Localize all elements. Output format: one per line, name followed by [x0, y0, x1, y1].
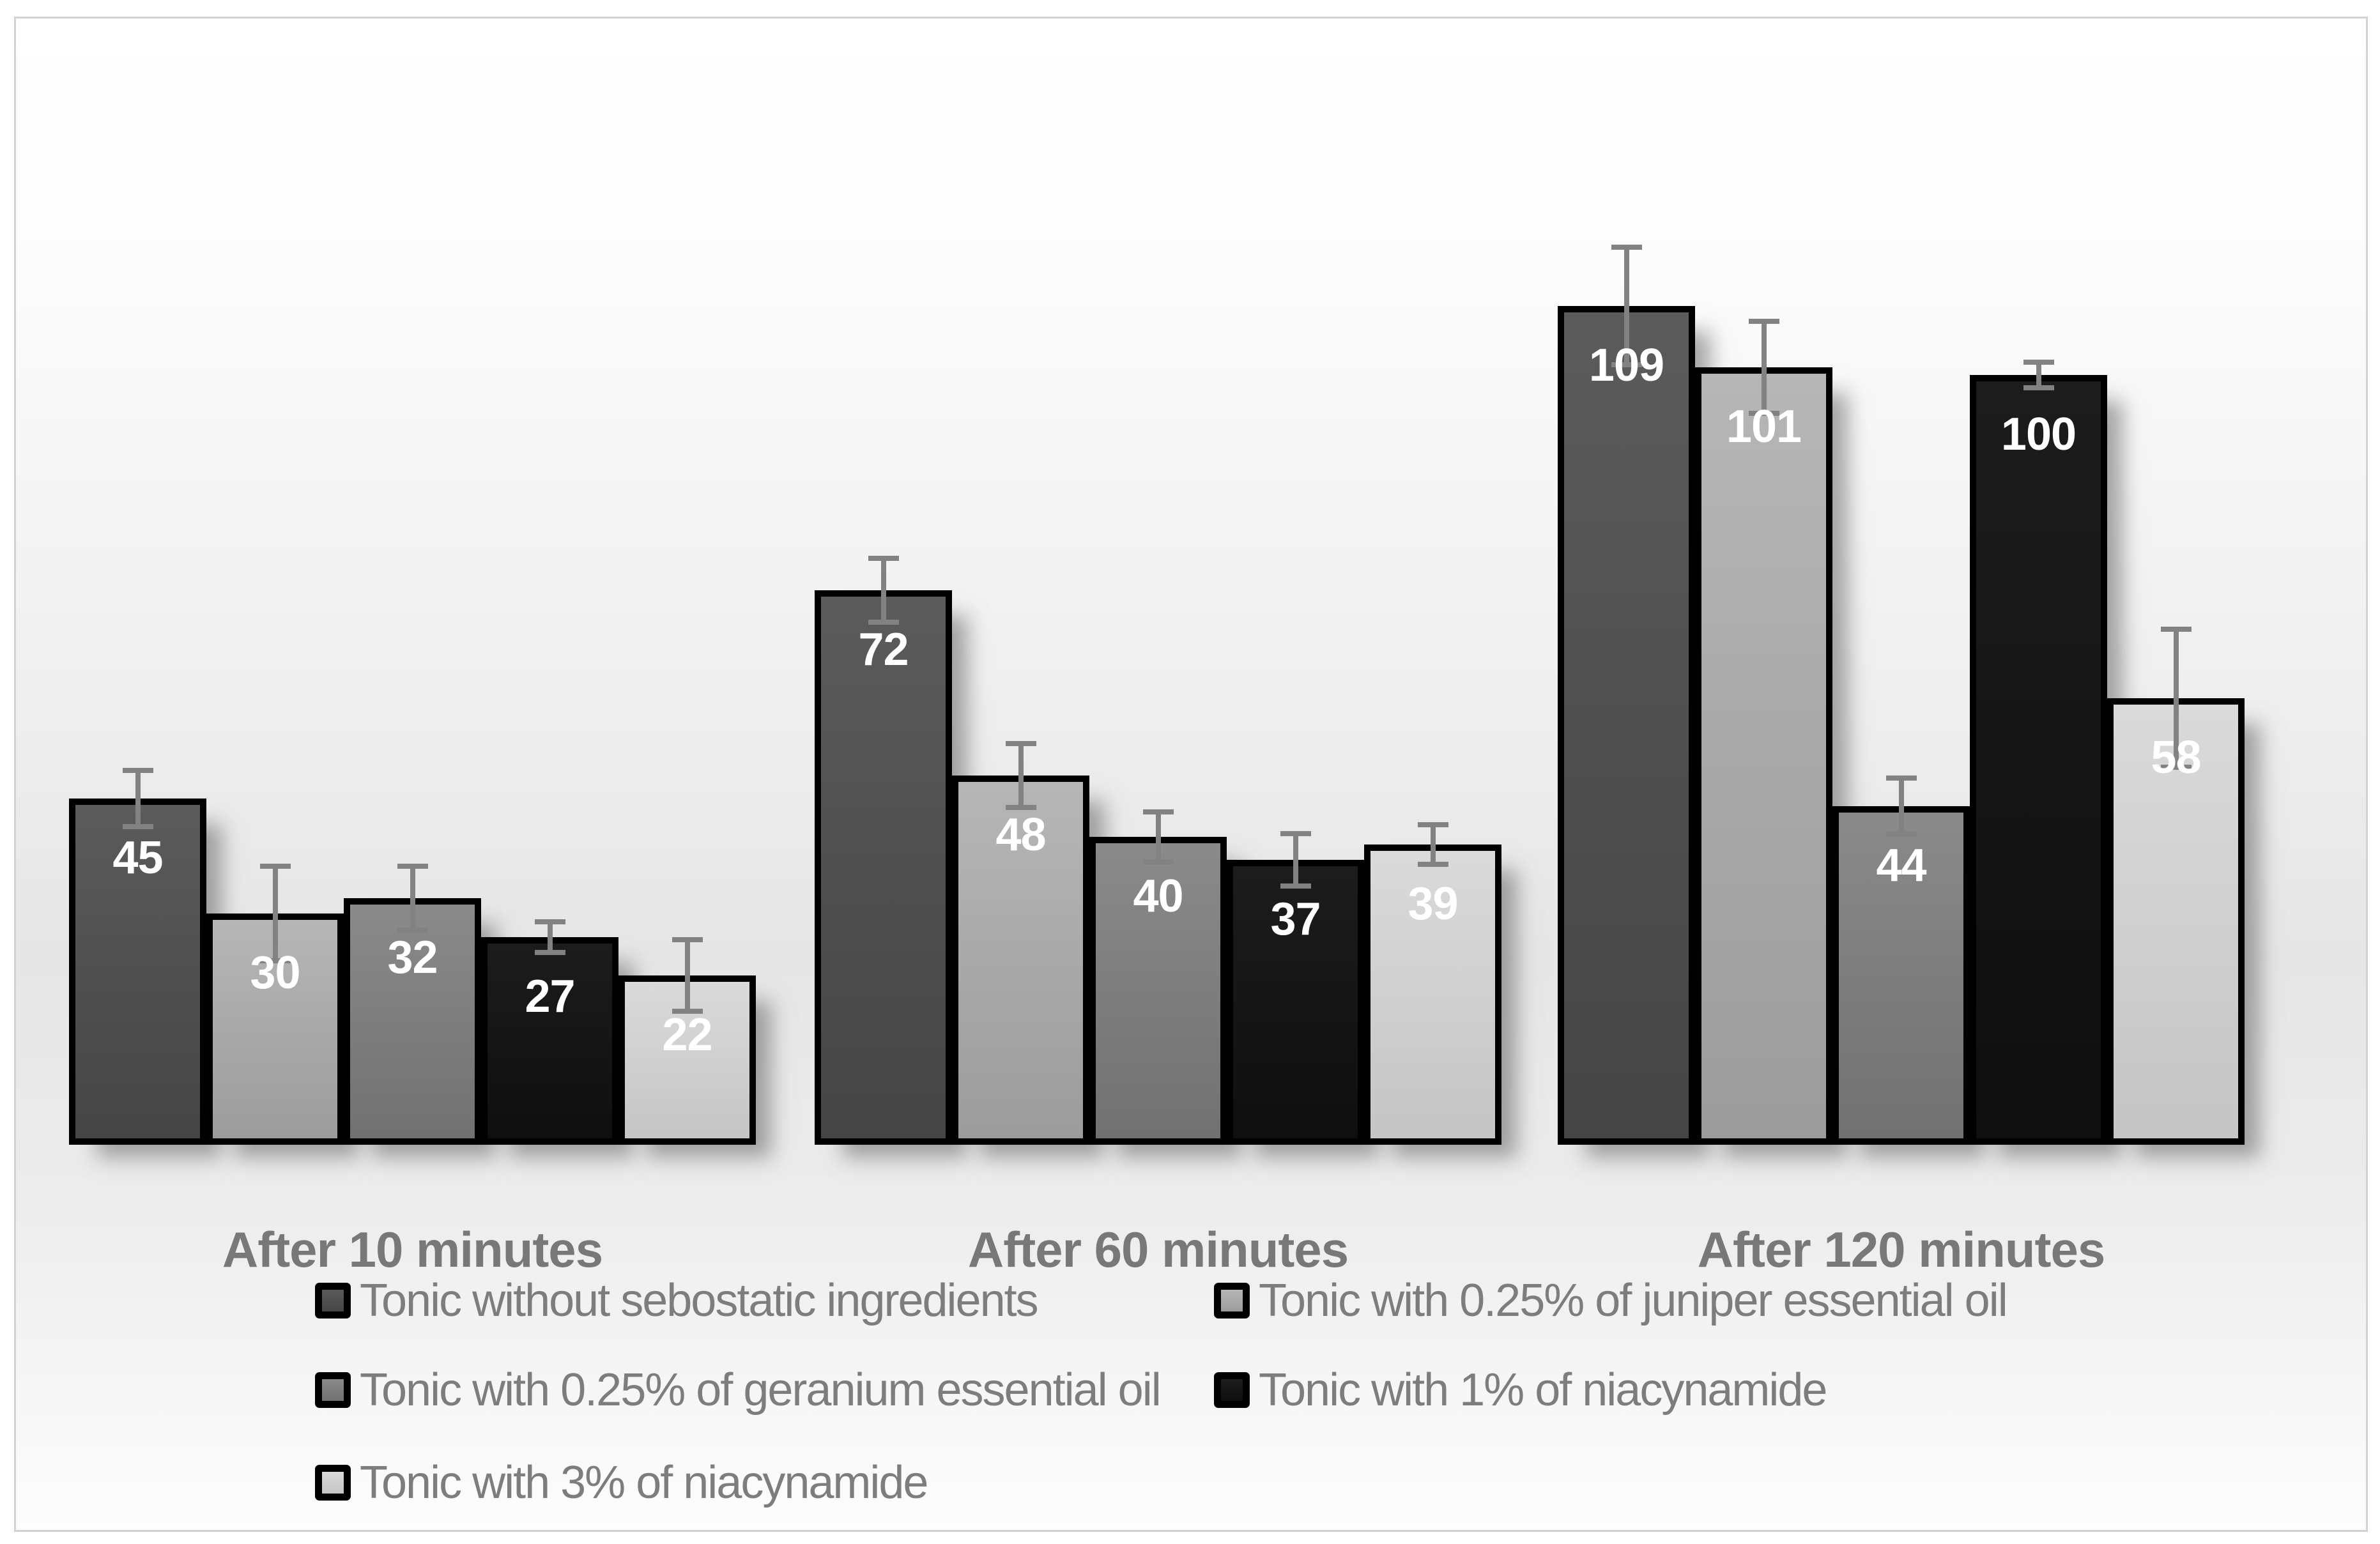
error-bar-line	[1762, 319, 1767, 416]
bar-value-label: 22	[662, 1009, 712, 1060]
bar-value-label: 109	[1588, 340, 1664, 391]
legend-item: Tonic with 0.25% of geranium essential o…	[315, 1364, 1162, 1416]
bar-value-label: 101	[1726, 401, 1802, 452]
legend-marker-icon	[1214, 1372, 1250, 1408]
bar	[1970, 375, 2107, 1145]
category-label: After 120 minutes	[1697, 1221, 2106, 1278]
error-bar-cap	[397, 928, 428, 933]
legend-label: Tonic with 3% of niacynamide	[360, 1457, 928, 1508]
bar	[1089, 837, 1227, 1145]
bar-value-label: 100	[2000, 409, 2077, 460]
bar-value-label: 30	[250, 947, 300, 998]
error-bar-cap	[2023, 360, 2054, 365]
error-bar-cap	[260, 864, 291, 869]
legend-item: Tonic with 1% of niacynamide	[1214, 1364, 1827, 1416]
category-label: After 10 minutes	[222, 1221, 603, 1278]
error-bar-cap	[1886, 776, 1917, 781]
error-bar-cap	[123, 768, 153, 773]
bar	[344, 898, 481, 1145]
bar	[2107, 698, 2245, 1145]
error-bar-cap	[1418, 862, 1448, 867]
legend-label: Tonic with 1% of niacynamide	[1259, 1364, 1827, 1416]
error-bar-cap	[1006, 805, 1036, 810]
error-bar-cap	[1143, 809, 1174, 814]
error-bar-line	[1624, 245, 1629, 367]
bar-value-label: 44	[1876, 840, 1926, 891]
error-bar-cap	[672, 937, 703, 942]
bar-value-label: 27	[525, 971, 575, 1022]
error-bar-cap	[2161, 765, 2192, 770]
bar-value-label: 40	[1133, 871, 1183, 922]
error-bar-line	[881, 556, 886, 625]
error-bar-cap	[1418, 822, 1448, 827]
bar-value-label: 72	[858, 624, 909, 675]
category-label: After 60 minutes	[967, 1221, 1349, 1278]
error-bar-line	[135, 768, 141, 829]
error-bar-cap	[868, 556, 899, 561]
bar	[618, 975, 756, 1145]
bar	[1832, 806, 1970, 1145]
error-bar-line	[548, 919, 553, 955]
bar	[815, 590, 952, 1145]
bar-value-label: 39	[1408, 878, 1458, 929]
legend-item: Tonic with 0.25% of juniper essential oi…	[1214, 1274, 2008, 1327]
error-bar-line	[1156, 809, 1161, 864]
legend-item: Tonic with 3% of niacynamide	[315, 1456, 928, 1509]
error-bar-cap	[868, 620, 899, 625]
bar-value-label: 37	[1270, 894, 1321, 945]
error-bar-line	[273, 864, 278, 963]
error-bar-cap	[1611, 362, 1642, 367]
error-bar-line	[2036, 360, 2041, 390]
error-bar-cap	[1749, 319, 1779, 324]
error-bar-cap	[672, 1009, 703, 1014]
chart-frame: 45 30 32 27 22 After 10 minutes 72 48 40 37 39 Afte…	[14, 17, 2368, 1532]
bar-value-label: 45	[112, 832, 163, 883]
error-bar-line	[2174, 627, 2179, 770]
error-bar-cap	[1006, 741, 1036, 746]
legend-marker-icon	[315, 1283, 351, 1319]
error-bar-cap	[397, 864, 428, 869]
error-bar-cap	[535, 919, 565, 924]
error-bar-line	[1899, 776, 1904, 837]
bar	[1227, 860, 1364, 1145]
bar-value-label: 32	[387, 932, 438, 983]
error-bar-line	[1293, 831, 1298, 889]
error-bar-line	[1431, 822, 1436, 867]
legend-marker-icon	[1214, 1283, 1250, 1319]
error-bar-cap	[2023, 385, 2054, 390]
error-bar-cap	[123, 824, 153, 829]
legend-marker-icon	[315, 1465, 351, 1501]
bar	[1364, 845, 1501, 1145]
error-bar-cap	[2161, 627, 2192, 632]
bar	[1558, 306, 1695, 1145]
bar-value-label: 48	[995, 809, 1046, 860]
error-bar-cap	[260, 958, 291, 963]
error-bar-cap	[1611, 245, 1642, 250]
error-bar-cap	[1280, 831, 1311, 836]
legend-item: Tonic without sebostatic ingredients	[315, 1274, 1039, 1327]
legend-label: Tonic without sebostatic ingredients	[360, 1275, 1039, 1326]
error-bar-cap	[1886, 832, 1917, 837]
error-bar-cap	[1749, 411, 1779, 416]
bar	[481, 937, 618, 1145]
legend-label: Tonic with 0.25% of juniper essential oi…	[1259, 1275, 2008, 1326]
error-bar-line	[685, 937, 690, 1014]
bar-value-label: 58	[2151, 732, 2201, 783]
legend-marker-icon	[315, 1372, 351, 1408]
error-bar-cap	[1143, 859, 1174, 864]
error-bar-line	[1018, 741, 1024, 810]
legend-label: Tonic with 0.25% of geranium essential o…	[360, 1364, 1162, 1416]
error-bar-cap	[535, 950, 565, 955]
error-bar-cap	[1280, 883, 1311, 889]
error-bar-line	[410, 864, 415, 933]
bar	[1695, 367, 1832, 1145]
